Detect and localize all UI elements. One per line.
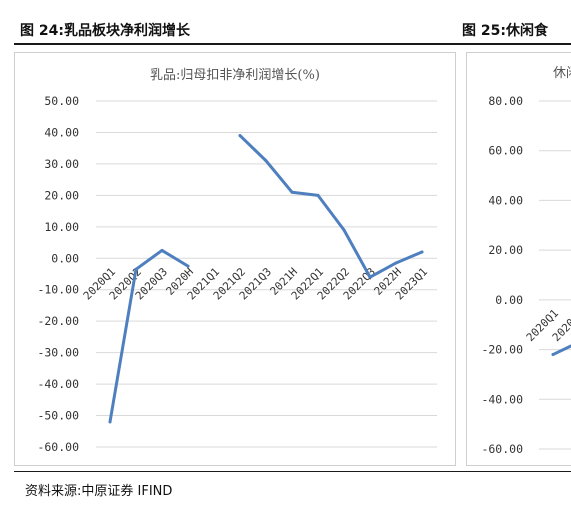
chart-title: 乳品:归母扣非净利润增长(%): [150, 68, 320, 83]
data-point: [186, 264, 190, 268]
chart-dairy: 乳品:归母扣非净利润增长(%) 50.00 40.00 30.00 20.00 10.00…: [37, 68, 437, 454]
y-tick-label: 10.00: [44, 220, 79, 234]
data-point: [134, 267, 138, 271]
figure-25-title: 图 25:休闲食: [462, 23, 548, 39]
chart-snack: 休闲 80.00 60.00 40.00 20.00 0.00 -20.00 -40.00 -6…: [481, 66, 571, 456]
data-point: [160, 248, 164, 252]
y-tick-label: 50.00: [44, 94, 79, 108]
y-tick-label: 40.00: [488, 193, 523, 207]
bottom-rule: [14, 471, 571, 472]
series-line: [238, 134, 424, 279]
y-tick-label: -40.00: [37, 377, 79, 391]
y-tick-label: 20.00: [44, 188, 79, 202]
y-tick-label: -20.00: [481, 343, 523, 357]
y-tick-label: -60.00: [37, 440, 79, 454]
data-point: [551, 353, 555, 357]
y-tick-label: -50.00: [37, 409, 79, 423]
data-point: [342, 228, 346, 232]
series-line: [108, 248, 190, 424]
series-line: [551, 344, 571, 357]
y-tick-label: -30.00: [37, 346, 79, 360]
data-point: [394, 261, 398, 265]
y-tick-label: 0.00: [51, 251, 79, 265]
chart-snack-panel: 休闲 80.00 60.00 40.00 20.00 0.00 -20.00 -40.00 -6…: [466, 52, 571, 466]
y-tick-label: -60.00: [481, 442, 523, 456]
y-tick-label: 40.00: [44, 125, 79, 139]
chart-title: 休闲: [553, 66, 571, 81]
data-point: [316, 193, 320, 197]
data-point: [264, 159, 268, 163]
y-tick-label: -20.00: [37, 314, 79, 328]
data-point: [108, 420, 112, 424]
y-tick-label: 0.00: [495, 293, 523, 307]
y-tick-label: 80.00: [488, 94, 523, 108]
top-rule: [14, 43, 571, 45]
chart-dairy-panel: 乳品:归母扣非净利润增长(%) 50.00 40.00 30.00 20.00 10.00…: [14, 52, 456, 466]
data-point: [290, 190, 294, 194]
y-tick-label: 60.00: [488, 144, 523, 158]
y-tick-label: -40.00: [481, 392, 523, 406]
data-point: [238, 134, 242, 138]
data-point: [420, 250, 424, 254]
y-tick-label: 20.00: [488, 243, 523, 257]
figure-24-title: 图 24:乳品板块净利润增长: [20, 23, 190, 39]
y-tick-label: 30.00: [44, 157, 79, 171]
y-tick-label: -10.00: [37, 283, 79, 297]
source-note: 资料来源:中原证券 IFIND: [25, 484, 173, 499]
data-point: [368, 275, 372, 279]
